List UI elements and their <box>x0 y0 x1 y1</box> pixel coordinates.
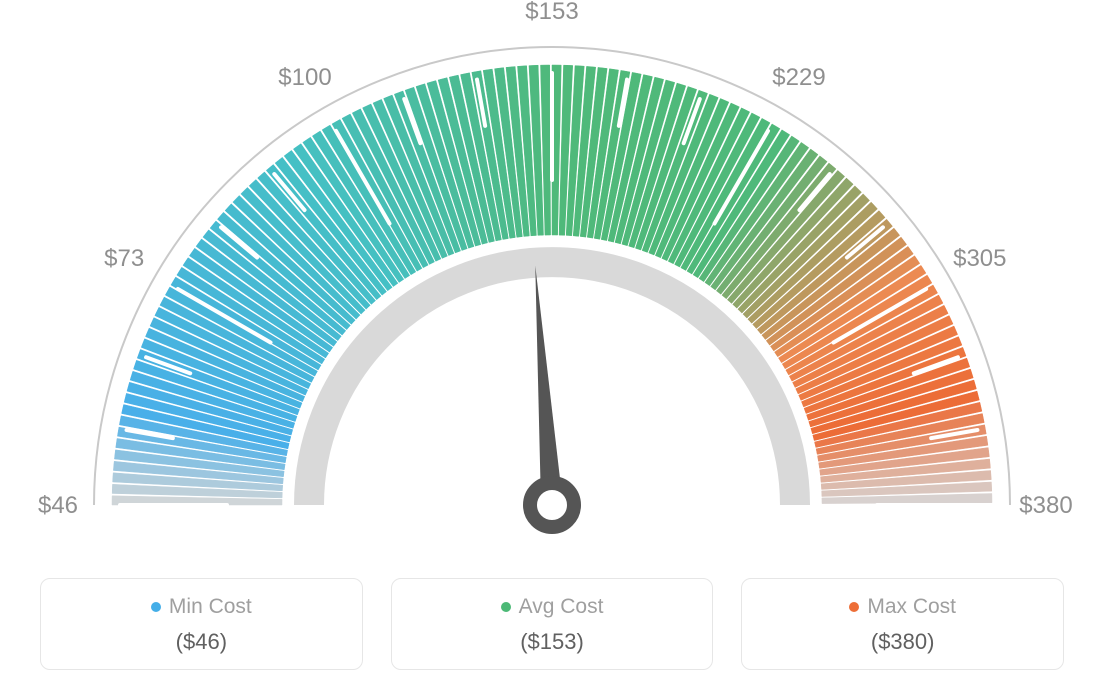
legend-row: Min Cost ($46) Avg Cost ($153) Max Cost … <box>40 578 1064 670</box>
legend-card-min: Min Cost ($46) <box>40 578 363 670</box>
legend-value-min: ($46) <box>41 629 362 655</box>
gauge-tick-label: $46 <box>38 492 78 519</box>
legend-dot-min <box>151 602 161 612</box>
gauge-tick-label: $153 <box>525 0 578 25</box>
legend-dot-avg <box>501 602 511 612</box>
gauge-tick-label: $305 <box>953 245 1006 272</box>
legend-title-avg: Avg Cost <box>519 595 604 619</box>
legend-card-avg: Avg Cost ($153) <box>391 578 714 670</box>
gauge-needle-pivot <box>530 483 574 527</box>
gauge-needle <box>535 266 563 506</box>
legend-title-max: Max Cost <box>867 595 956 619</box>
legend-title-min: Min Cost <box>169 595 252 619</box>
gauge-tick-label: $380 <box>1019 492 1072 519</box>
gauge-tick-label: $73 <box>104 245 144 272</box>
legend-value-max: ($380) <box>742 629 1063 655</box>
legend-value-avg: ($153) <box>392 629 713 655</box>
legend-card-max: Max Cost ($380) <box>741 578 1064 670</box>
cost-gauge-chart: $46 $73 $100 $153 $229 $305 $380 <box>0 0 1104 560</box>
gauge-tick-label: $100 <box>278 64 331 91</box>
gauge-tick-label: $229 <box>772 64 825 91</box>
legend-dot-max <box>849 602 859 612</box>
